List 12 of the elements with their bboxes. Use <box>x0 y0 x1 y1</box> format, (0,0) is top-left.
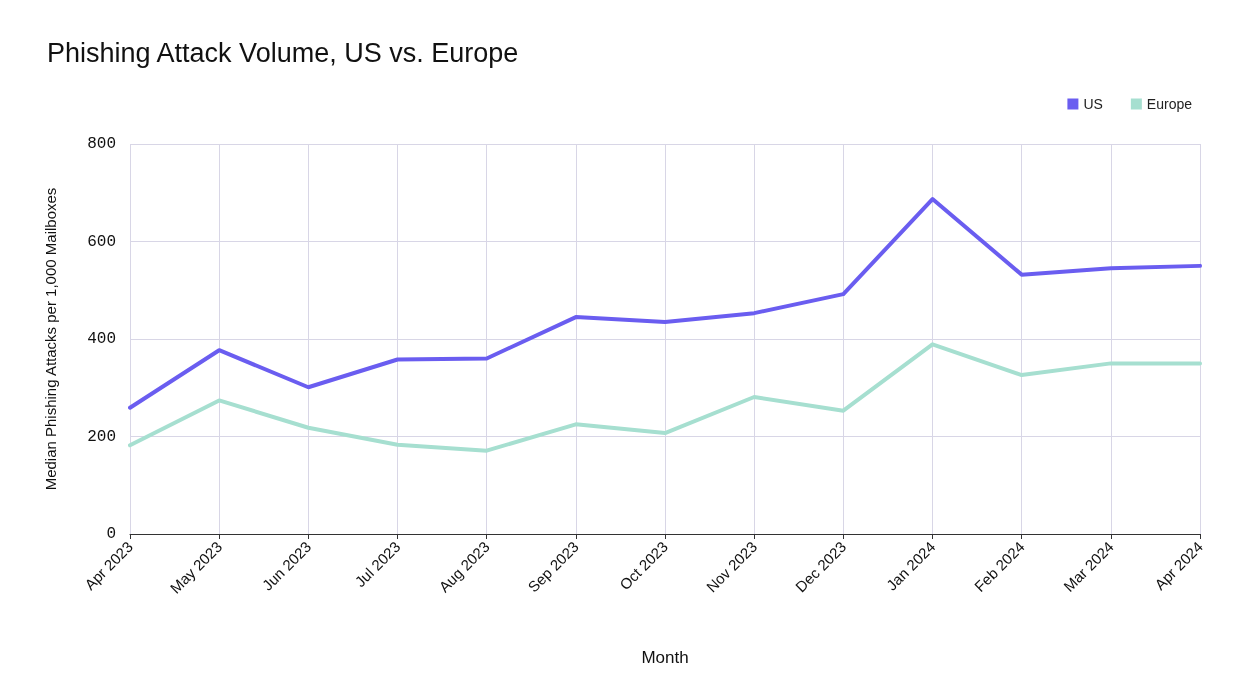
x-axis-title: Month <box>641 648 689 667</box>
legend-label: Europe <box>1146 96 1193 112</box>
y-tick-label: 600 <box>87 232 116 251</box>
y-tick-label: 0 <box>106 525 116 543</box>
chart-title: Phishing Attack Volume, US vs. Europe <box>47 37 519 68</box>
line-series <box>128 342 1202 453</box>
line-series <box>128 197 1202 410</box>
y-tick-label: 400 <box>87 330 116 348</box>
y-tick-label: 200 <box>87 427 116 446</box>
y-axis-title: Median Phishing Attacks per 1,000 Mailboxes <box>42 187 59 491</box>
legend-label: US <box>1083 96 1103 112</box>
y-tick-label: 800 <box>87 135 116 153</box>
